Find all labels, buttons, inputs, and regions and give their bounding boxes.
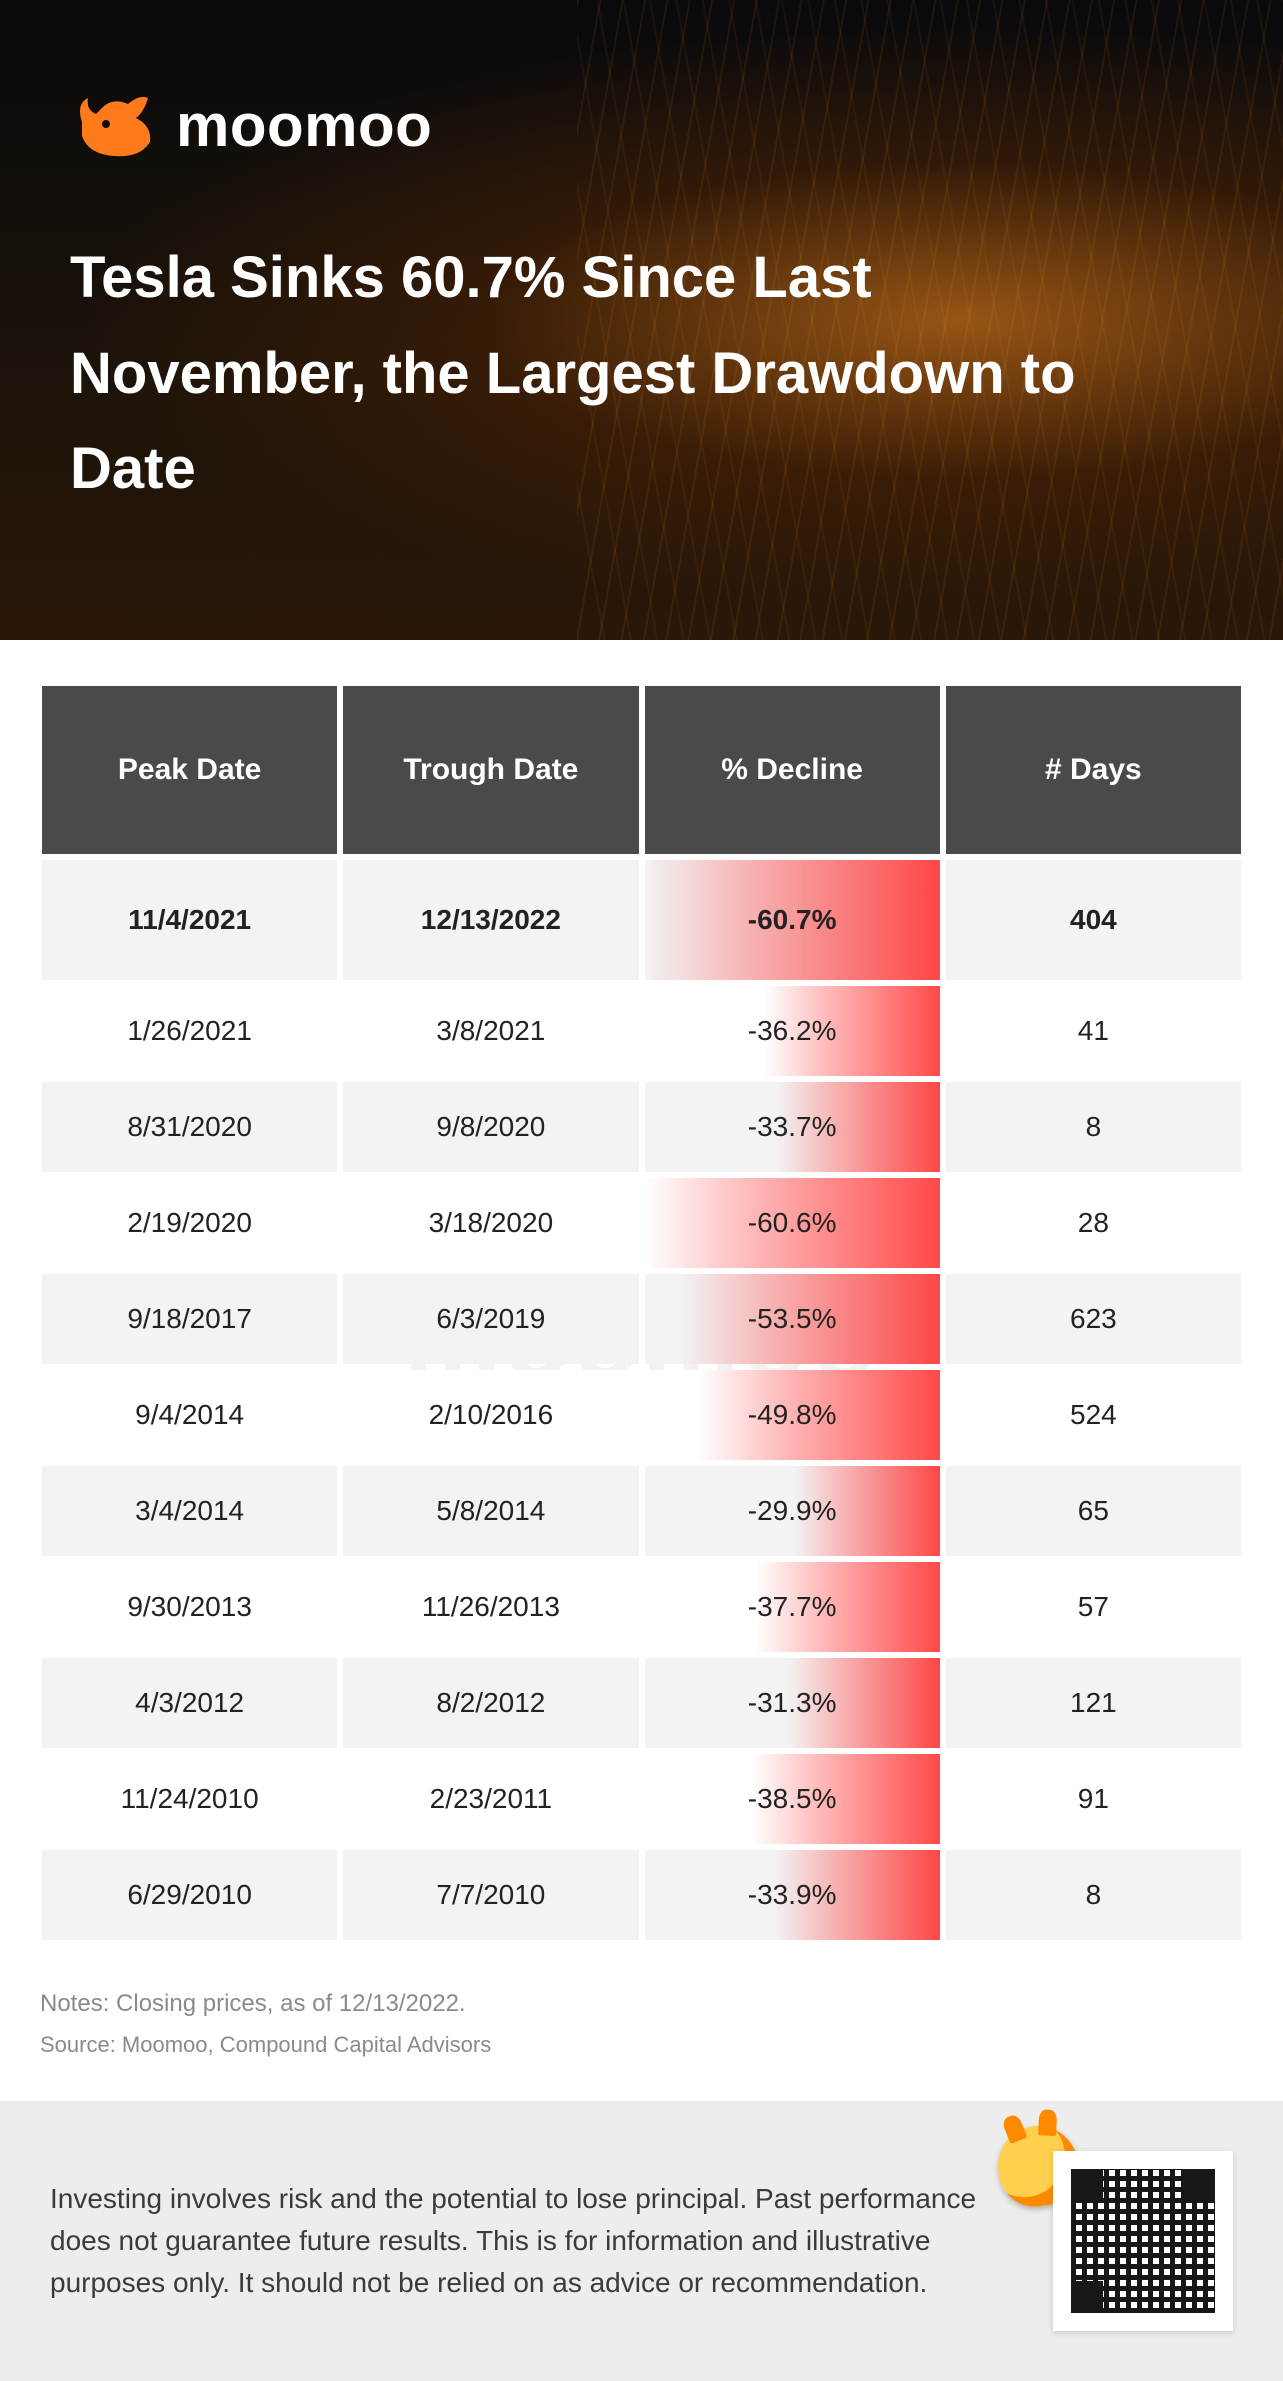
qr-graphic [1053, 2151, 1233, 2331]
notes-line1: Notes: Closing prices, as of 12/13/2022. [40, 1986, 1243, 2022]
brand-logo: moomoo [70, 90, 1213, 160]
cell-peak: 9/18/2017 [42, 1274, 337, 1364]
cell-decline: -60.7% [645, 860, 940, 980]
decline-value: -53.5% [748, 1303, 837, 1334]
cell-trough: 7/7/2010 [343, 1850, 638, 1940]
cell-days: 57 [946, 1562, 1241, 1652]
footer: Investing involves risk and the potentia… [0, 2101, 1283, 2381]
cell-peak: 1/26/2021 [42, 986, 337, 1076]
qr-code [1053, 2151, 1233, 2331]
drawdown-table-region: moomoo Peak Date Trough Date % Decline #… [0, 640, 1283, 1976]
decline-value: -49.8% [748, 1399, 837, 1430]
cell-trough: 8/2/2012 [343, 1658, 638, 1748]
decline-value: -29.9% [748, 1495, 837, 1526]
table-row: 4/3/20128/2/2012 -31.3% 121 [42, 1658, 1241, 1748]
cell-days: 121 [946, 1658, 1241, 1748]
cell-decline: -60.6% [645, 1178, 940, 1268]
table-row: 11/24/20102/23/2011 -38.5% 91 [42, 1754, 1241, 1844]
cell-decline: -29.9% [645, 1466, 940, 1556]
cell-trough: 2/23/2011 [343, 1754, 638, 1844]
cell-trough: 6/3/2019 [343, 1274, 638, 1364]
cell-trough: 9/8/2020 [343, 1082, 638, 1172]
col-days: # Days [946, 686, 1241, 854]
decline-value: -33.9% [748, 1879, 837, 1910]
cell-peak: 6/29/2010 [42, 1850, 337, 1940]
cell-trough: 2/10/2016 [343, 1370, 638, 1460]
disclaimer-text: Investing involves risk and the potentia… [50, 2178, 1023, 2304]
table-row: 3/4/20145/8/2014 -29.9% 65 [42, 1466, 1241, 1556]
notes-source: Source: Moomoo, Compound Capital Advisor… [40, 2028, 1243, 2061]
cell-peak: 9/4/2014 [42, 1370, 337, 1460]
cell-days: 404 [946, 860, 1241, 980]
cell-trough: 3/18/2020 [343, 1178, 638, 1268]
cell-decline: -36.2% [645, 986, 940, 1076]
cell-decline: -33.7% [645, 1082, 940, 1172]
decline-value: -36.2% [748, 1015, 837, 1046]
cell-days: 524 [946, 1370, 1241, 1460]
cell-decline: -49.8% [645, 1370, 940, 1460]
cell-decline: -53.5% [645, 1274, 940, 1364]
decline-value: -60.6% [748, 1207, 837, 1238]
table-row: 1/26/20213/8/2021 -36.2% 41 [42, 986, 1241, 1076]
drawdown-table: Peak Date Trough Date % Decline # Days 1… [36, 680, 1247, 1946]
cell-days: 65 [946, 1466, 1241, 1556]
cell-days: 623 [946, 1274, 1241, 1364]
table-row: 11/4/202112/13/2022 -60.7% 404 [42, 860, 1241, 980]
col-trough: Trough Date [343, 686, 638, 854]
table-row: 9/18/20176/3/2019 -53.5% 623 [42, 1274, 1241, 1364]
decline-value: -33.7% [748, 1111, 837, 1142]
cell-peak: 8/31/2020 [42, 1082, 337, 1172]
cell-peak: 11/24/2010 [42, 1754, 337, 1844]
table-row: 6/29/20107/7/2010 -33.9% 8 [42, 1850, 1241, 1940]
cell-peak: 11/4/2021 [42, 860, 337, 980]
hero-banner: moomoo Tesla Sinks 60.7% Since Last Nove… [0, 0, 1283, 640]
cell-trough: 11/26/2013 [343, 1562, 638, 1652]
table-row: 2/19/20203/18/2020 -60.6% 28 [42, 1178, 1241, 1268]
headline: Tesla Sinks 60.7% Since Last November, t… [70, 230, 1170, 517]
cell-decline: -33.9% [645, 1850, 940, 1940]
table-row: 9/4/20142/10/2016 -49.8% 524 [42, 1370, 1241, 1460]
cell-trough: 12/13/2022 [343, 860, 638, 980]
table-row: 8/31/20209/8/2020 -33.7% 8 [42, 1082, 1241, 1172]
col-peak: Peak Date [42, 686, 337, 854]
cell-days: 41 [946, 986, 1241, 1076]
cell-peak: 3/4/2014 [42, 1466, 337, 1556]
cell-peak: 2/19/2020 [42, 1178, 337, 1268]
decline-value: -60.7% [748, 904, 837, 935]
cell-trough: 3/8/2021 [343, 986, 638, 1076]
decline-value: -37.7% [748, 1591, 837, 1622]
cell-days: 8 [946, 1850, 1241, 1940]
cell-decline: -31.3% [645, 1658, 940, 1748]
notes: Notes: Closing prices, as of 12/13/2022.… [0, 1976, 1283, 2101]
cell-peak: 4/3/2012 [42, 1658, 337, 1748]
decline-value: -38.5% [748, 1783, 837, 1814]
col-decline: % Decline [645, 686, 940, 854]
cell-days: 91 [946, 1754, 1241, 1844]
table-row: 9/30/201311/26/2013 -37.7% 57 [42, 1562, 1241, 1652]
cell-peak: 9/30/2013 [42, 1562, 337, 1652]
decline-value: -31.3% [748, 1687, 837, 1718]
cell-days: 28 [946, 1178, 1241, 1268]
table-header-row: Peak Date Trough Date % Decline # Days [42, 686, 1241, 854]
cell-decline: -37.7% [645, 1562, 940, 1652]
bull-icon [70, 90, 158, 160]
brand-name: moomoo [176, 91, 432, 160]
cell-days: 8 [946, 1082, 1241, 1172]
cell-trough: 5/8/2014 [343, 1466, 638, 1556]
cell-decline: -38.5% [645, 1754, 940, 1844]
